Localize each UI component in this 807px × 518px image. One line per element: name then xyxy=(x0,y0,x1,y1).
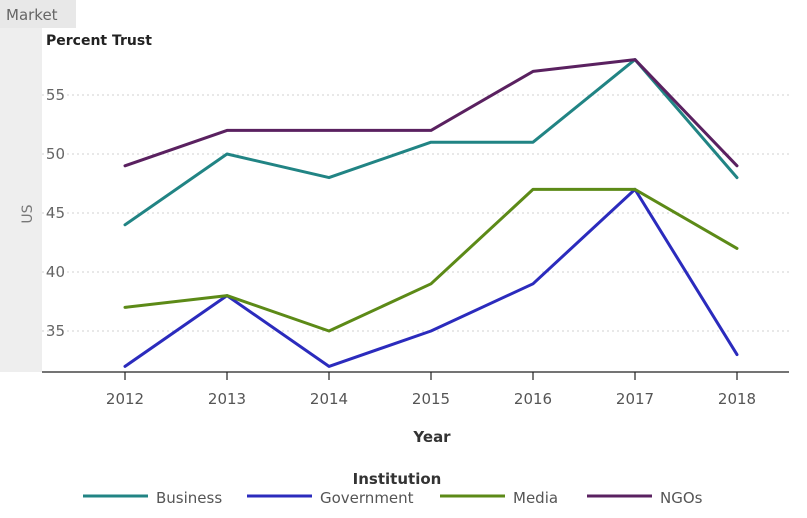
x-tick-label: 2012 xyxy=(106,390,144,408)
series-lines xyxy=(123,58,739,368)
legend: Business Government Media NGOs xyxy=(83,489,703,507)
x-tick-label: 2014 xyxy=(310,390,348,408)
legend-label-government: Government xyxy=(320,489,414,507)
y-tick-label: 55 xyxy=(46,86,65,104)
series-line-ngos xyxy=(123,58,739,168)
legend-label-ngos: NGOs xyxy=(660,489,703,507)
y-tick-label: 40 xyxy=(46,263,65,281)
y-axis-ticks: 35 40 45 50 55 xyxy=(46,86,65,340)
x-axis-title: Year xyxy=(412,428,451,446)
legend-label-media: Media xyxy=(513,489,558,507)
x-tick-label: 2015 xyxy=(412,390,450,408)
y-tick-label: 45 xyxy=(46,204,65,222)
y-axis-title: Percent Trust xyxy=(46,33,152,49)
x-tick-label: 2018 xyxy=(718,390,756,408)
facet-header-background xyxy=(0,0,76,28)
y-tick-label: 35 xyxy=(46,322,65,340)
legend-label-business: Business xyxy=(156,489,222,507)
facet-label: US xyxy=(20,204,36,223)
legend-title: Institution xyxy=(353,470,442,488)
series-line-business xyxy=(123,58,739,227)
facet-band xyxy=(0,0,42,372)
series-line-media xyxy=(123,187,739,333)
x-tick-label: 2013 xyxy=(208,390,246,408)
y-tick-label: 50 xyxy=(46,145,65,163)
facet-header: Market xyxy=(6,6,58,24)
x-axis-ticks: 2012 2013 2014 2015 2016 2017 2018 xyxy=(106,372,756,408)
series-line-government xyxy=(123,187,739,368)
x-tick-label: 2016 xyxy=(514,390,552,408)
x-tick-label: 2017 xyxy=(616,390,654,408)
